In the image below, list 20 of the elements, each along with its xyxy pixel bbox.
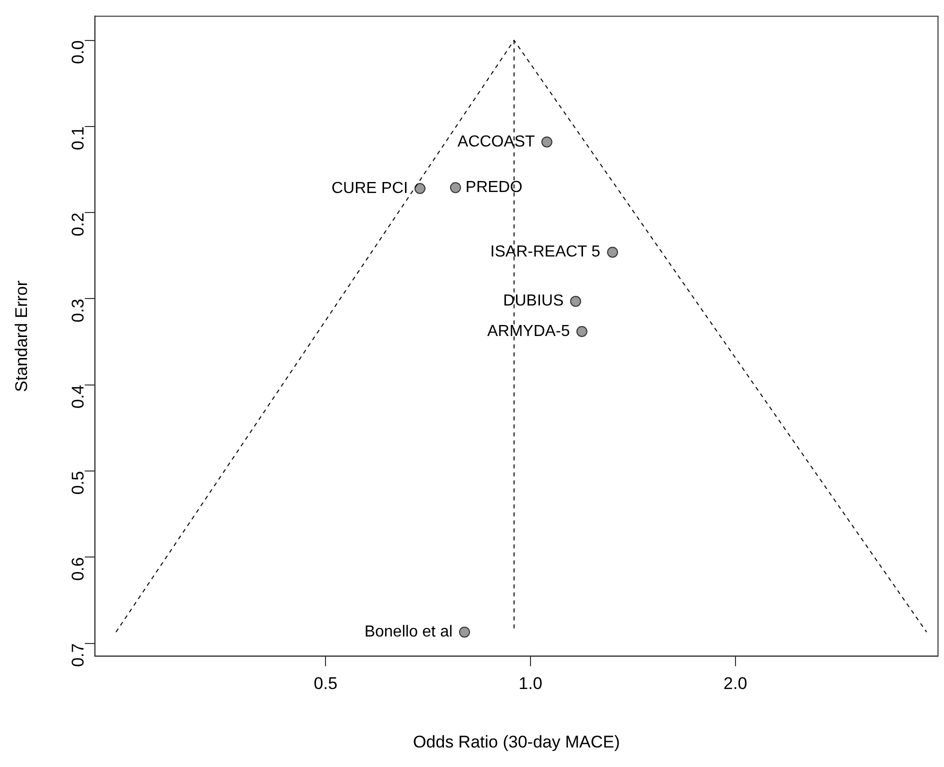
y-tick-label: 0.4	[68, 384, 88, 409]
series-label: PREDO	[466, 179, 522, 196]
series-label: ACCOAST	[458, 133, 536, 150]
y-tick-label: 0.6	[68, 557, 88, 581]
y-tick-label: 0.7	[68, 643, 88, 667]
x-tick-label: 0.5	[314, 674, 338, 694]
x-tick-label: 1.0	[518, 674, 542, 694]
x-axis-title: Odds Ratio (30-day MACE)	[412, 732, 620, 752]
y-tick-label: 0.2	[68, 212, 88, 236]
series-label: Bonello et al	[364, 623, 453, 640]
x-tick-label: 2.0	[724, 674, 748, 694]
y-axis-title: Standard Error	[12, 280, 31, 392]
series-label: ARMYDA-5	[487, 322, 570, 340]
series-label: DUBIUS	[503, 292, 564, 310]
y-tick-label: 0.0	[68, 40, 88, 64]
y-tick-label: 0.1	[68, 126, 88, 150]
y-tick-label: 0.5	[68, 471, 88, 495]
series-label: ISAR-REACT 5	[490, 244, 600, 261]
series-label: CURE PCI	[331, 180, 408, 197]
y-tick-label: 0.3	[68, 298, 88, 322]
